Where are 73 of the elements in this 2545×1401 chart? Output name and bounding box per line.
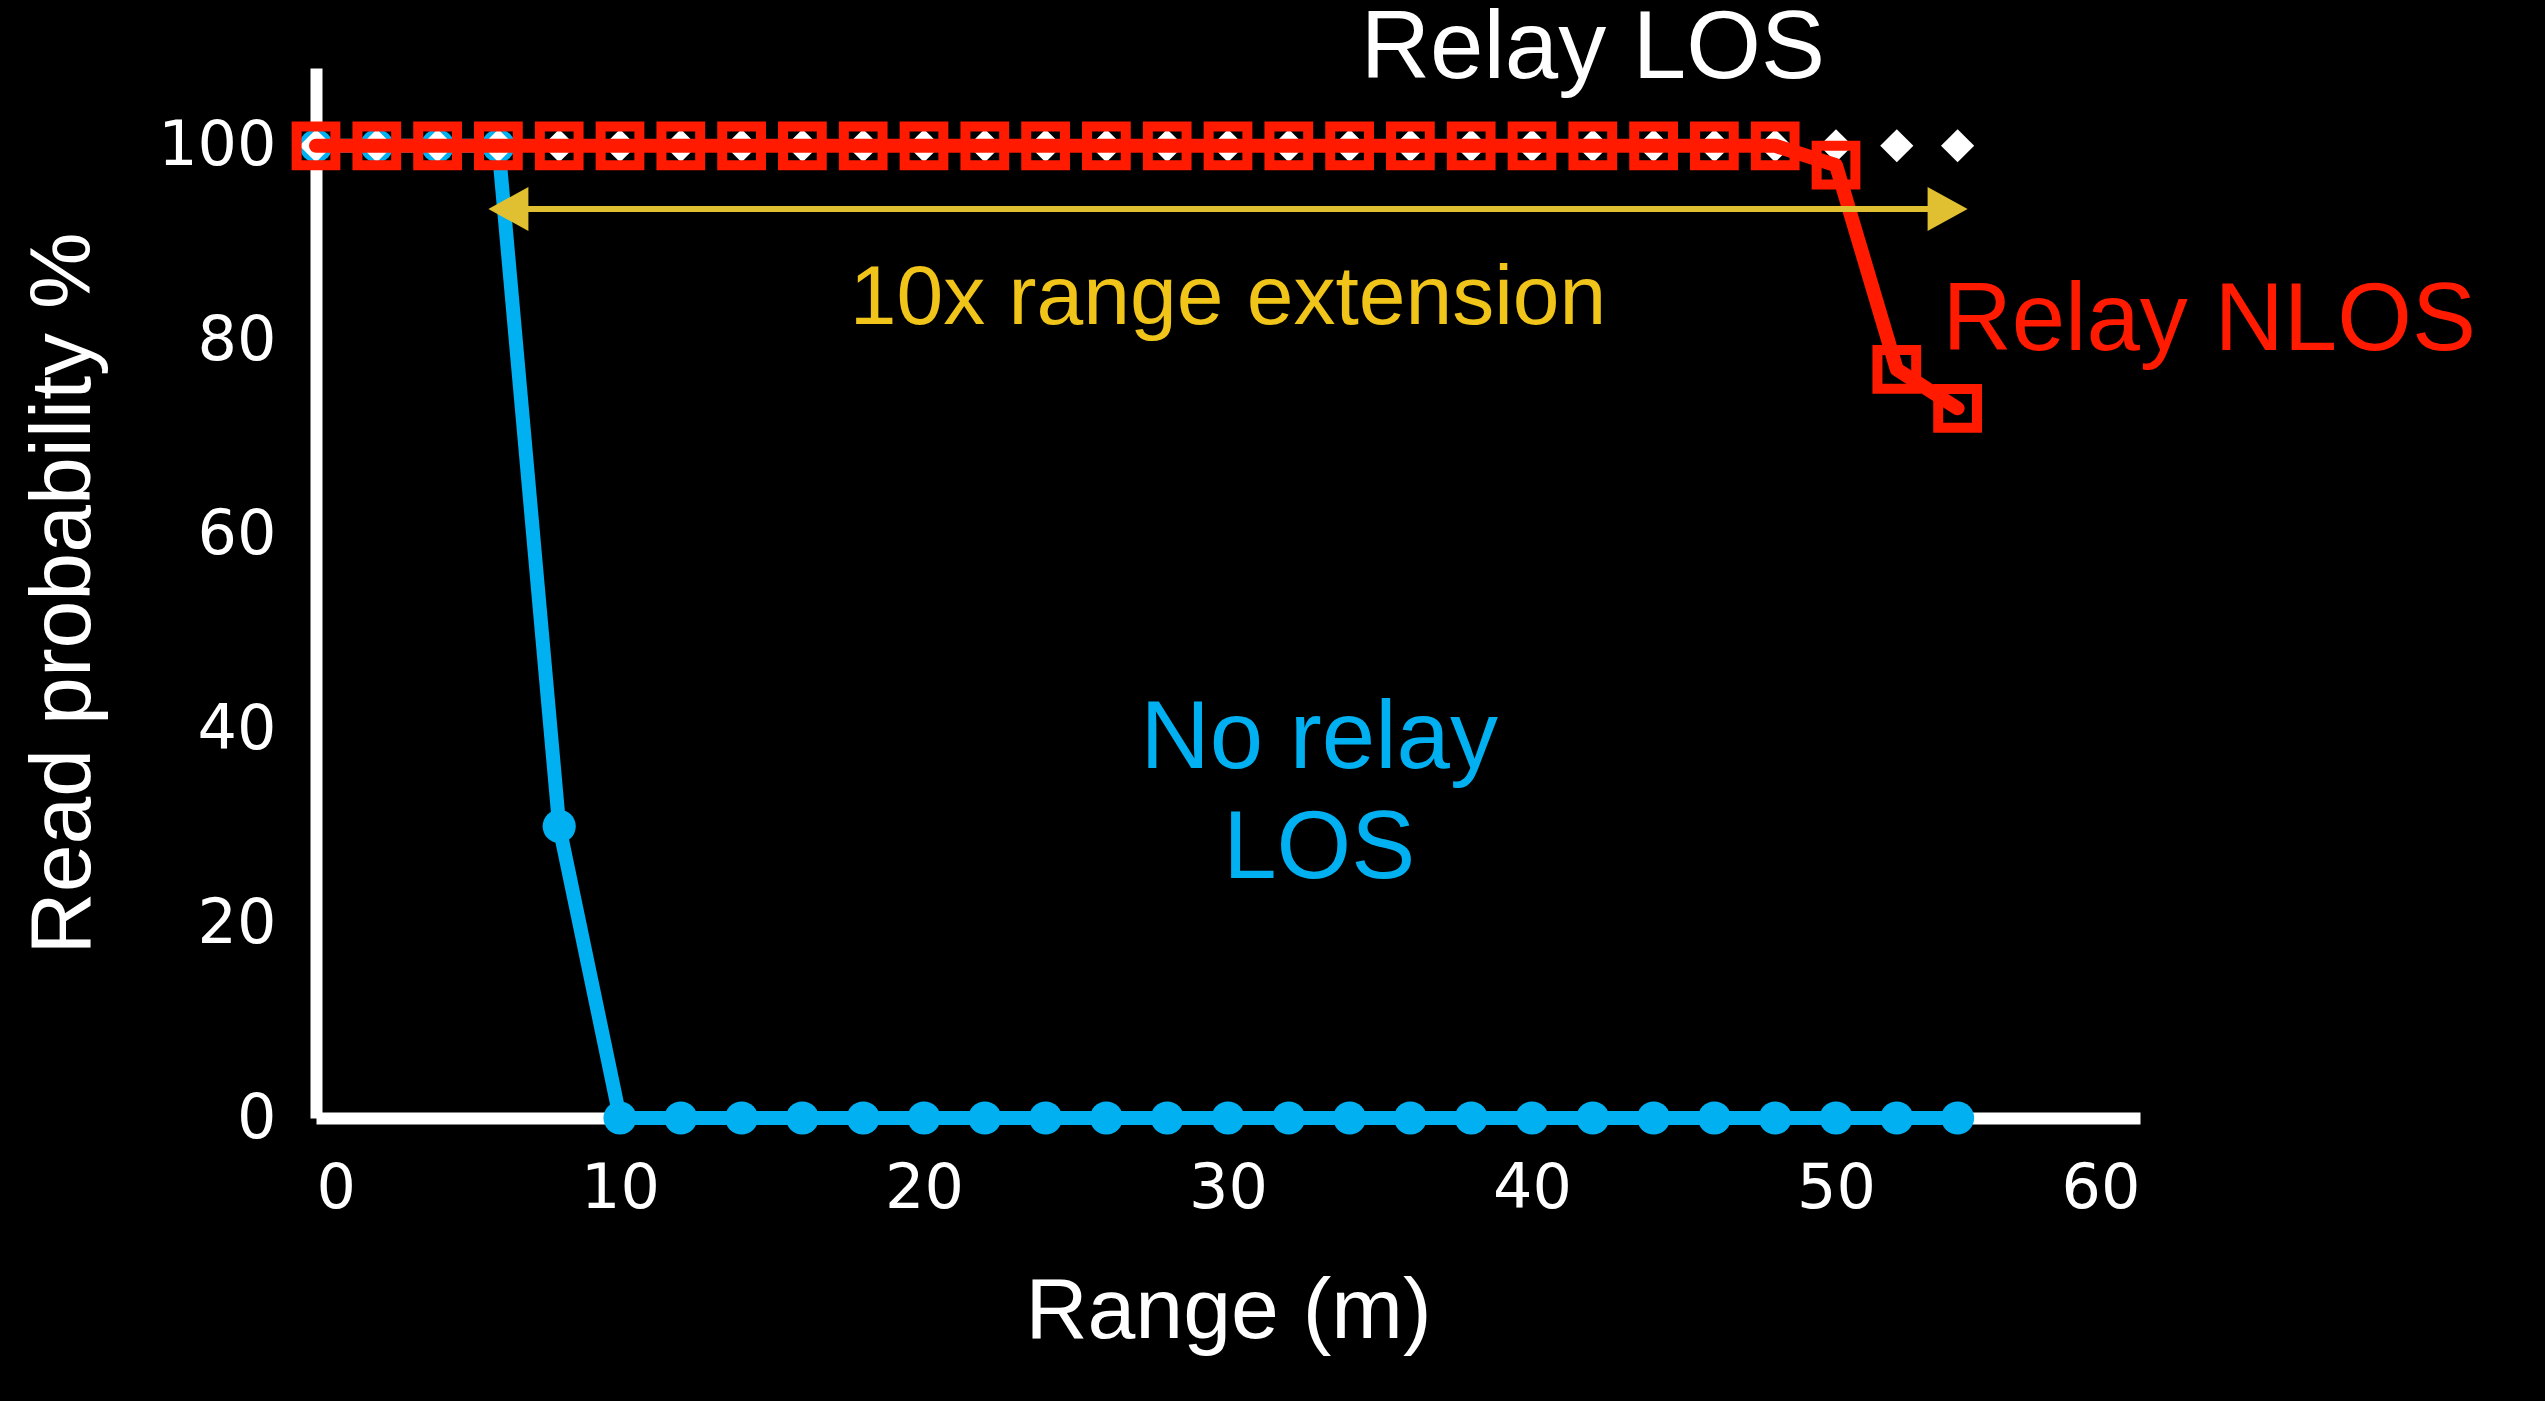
point xyxy=(1264,121,1314,171)
x-tick-label: 60 xyxy=(2061,1149,2141,1223)
y-tick-label: 60 xyxy=(197,496,277,570)
point xyxy=(1637,1101,1671,1135)
x-tick-label: 50 xyxy=(1797,1149,1876,1223)
point xyxy=(1941,129,1975,163)
point xyxy=(960,121,1010,171)
x-tick-label: 30 xyxy=(1189,1149,1268,1223)
point xyxy=(1029,1101,1063,1135)
point xyxy=(1082,121,1131,171)
point xyxy=(664,1101,698,1135)
point xyxy=(1454,1101,1488,1135)
point xyxy=(656,121,706,171)
point xyxy=(1150,1101,1184,1135)
point xyxy=(1933,383,1982,433)
point xyxy=(1507,121,1557,171)
point xyxy=(1333,1101,1367,1135)
point xyxy=(1690,121,1739,171)
point xyxy=(838,121,888,171)
x-tick-label: 0 xyxy=(316,1149,356,1223)
point xyxy=(1880,129,1914,163)
point xyxy=(1576,1101,1610,1135)
series-label: Relay LOS xyxy=(1360,0,1825,98)
point xyxy=(1446,121,1496,171)
point xyxy=(785,1101,819,1135)
point xyxy=(1750,121,1800,171)
y-tick-label: 0 xyxy=(237,1079,277,1153)
point xyxy=(1211,1101,1245,1135)
point xyxy=(603,1101,637,1135)
point xyxy=(1880,1101,1914,1135)
annotation: 10x range extension xyxy=(849,248,1607,342)
point xyxy=(1819,1101,1853,1135)
point xyxy=(778,121,827,171)
point xyxy=(1272,1101,1306,1135)
y-tick-label: 100 xyxy=(158,107,277,181)
point xyxy=(968,1101,1002,1135)
point xyxy=(1758,1101,1792,1135)
point xyxy=(1629,121,1678,171)
point xyxy=(1872,345,1922,394)
point xyxy=(1203,121,1253,171)
point xyxy=(1811,140,1861,190)
point xyxy=(717,121,766,171)
point xyxy=(725,1101,759,1135)
series-label: Relay NLOS xyxy=(1942,262,2476,370)
point xyxy=(413,121,462,171)
point xyxy=(846,1101,880,1135)
point xyxy=(534,121,584,171)
point xyxy=(542,809,576,843)
point xyxy=(1325,121,1374,171)
point xyxy=(899,121,949,171)
point xyxy=(1515,1101,1549,1135)
point xyxy=(1021,121,1070,171)
point xyxy=(1393,1101,1427,1135)
point xyxy=(1697,1101,1731,1135)
point xyxy=(474,121,523,171)
point xyxy=(291,121,341,171)
y-tick-label: 80 xyxy=(197,301,277,375)
point xyxy=(595,121,645,171)
point xyxy=(1941,1101,1975,1135)
text: No relay LOS xyxy=(1140,680,1498,898)
x-tick-label: 20 xyxy=(885,1149,964,1223)
point xyxy=(907,1101,941,1135)
point xyxy=(1089,1101,1123,1135)
y-tick-label: 40 xyxy=(197,690,277,764)
x-tick-label: 10 xyxy=(581,1149,660,1223)
y-tick-label: 20 xyxy=(197,885,277,959)
y-axis-title: Read probability % xyxy=(12,232,109,955)
point xyxy=(1142,121,1192,171)
x-tick-label: 40 xyxy=(1493,1149,1572,1223)
x-axis-title: Range (m) xyxy=(1025,1259,1432,1356)
point xyxy=(1386,121,1435,171)
point xyxy=(1568,121,1618,171)
point xyxy=(352,121,402,171)
